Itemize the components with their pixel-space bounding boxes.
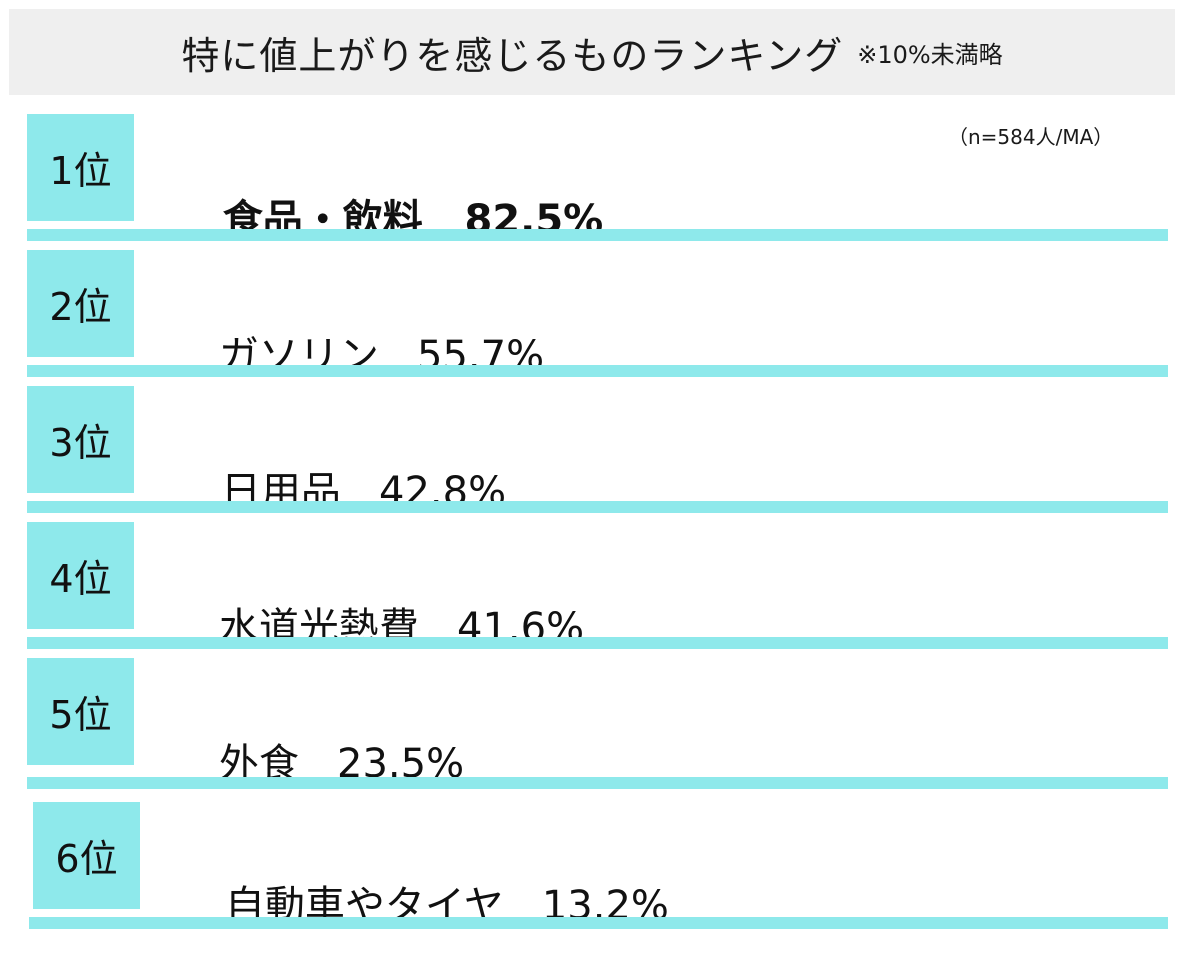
title-banner: 特に値上がりを感じるものランキング ※10%未満略 — [9, 9, 1175, 95]
rank-badge-3: 3位 — [27, 386, 134, 493]
rank-divider-1 — [27, 229, 1168, 241]
rank-divider-4 — [27, 637, 1168, 649]
rank-divider-2 — [27, 365, 1168, 377]
rank-badge-1: 1位 — [27, 114, 134, 221]
rank-divider-6 — [29, 917, 1168, 929]
omission-note: ※10%未満略 — [857, 40, 1003, 69]
rank-divider-5 — [27, 777, 1168, 789]
rank-badge-4: 4位 — [27, 522, 134, 629]
sample-size-note: （n=584人/MA） — [948, 125, 1114, 149]
rank-text-6: 自動車やタイヤ 13.2% — [174, 846, 669, 966]
rank-text-2: ガソリン 55.7% — [168, 296, 544, 416]
rank-badge-2: 2位 — [27, 250, 134, 357]
page-title: 特に値上がりを感じるものランキング — [181, 33, 844, 78]
rank-text-5: 外食 23.5% — [168, 704, 464, 824]
rank-text-3: 日用品 42.8% — [170, 432, 506, 552]
rank-badge-6: 6位 — [33, 802, 140, 909]
rank-badge-5: 5位 — [27, 658, 134, 765]
rank-text-4: 水道光熱費 41.6% — [168, 568, 584, 688]
rank-text-1: 食品・飲料 82.5% — [167, 160, 604, 280]
rank-divider-3 — [27, 501, 1168, 513]
